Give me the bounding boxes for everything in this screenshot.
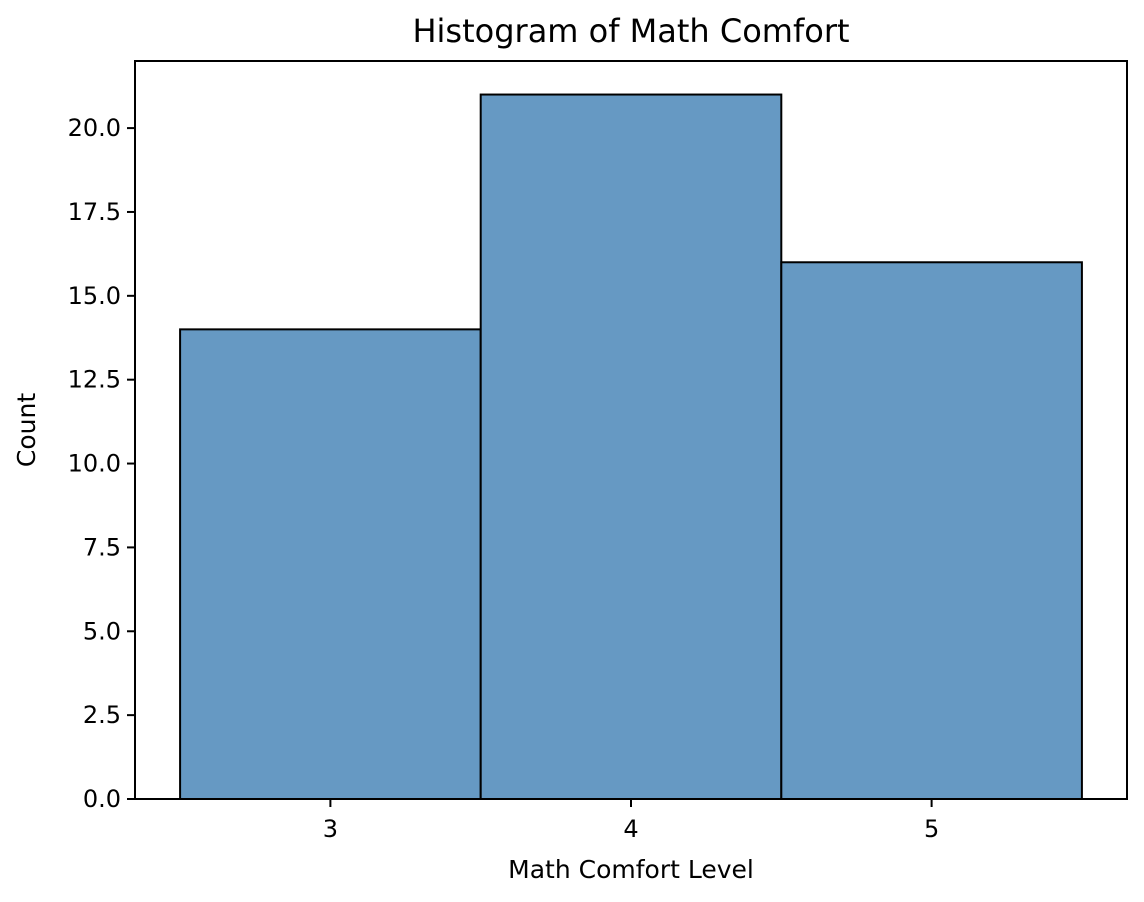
y-tick-label: 15.0 (68, 282, 121, 310)
plot-area (134, 60, 1128, 801)
x-tick-label: 3 (323, 815, 338, 843)
y-tick-label: 5.0 (83, 617, 121, 645)
y-tick-label: 17.5 (68, 198, 121, 226)
histogram-bar-3 (179, 328, 482, 800)
histogram-bar-4 (479, 93, 783, 800)
bars (179, 93, 1083, 801)
y-tick-label: 20.0 (68, 114, 121, 142)
y-tick-label: 10.0 (68, 450, 121, 478)
histogram-bar-5 (780, 261, 1083, 801)
x-axis: 3 4 5 (323, 799, 939, 843)
y-axis-label: Count (12, 393, 41, 467)
y-tick-label: 7.5 (83, 533, 121, 561)
y-tick-label: 2.5 (83, 701, 121, 729)
chart-title: Histogram of Math Comfort (412, 12, 849, 50)
y-axis: 0.0 2.5 5.0 7.5 10.0 12.5 15.0 17.5 20.0 (68, 114, 135, 813)
y-tick-label: 12.5 (68, 366, 121, 394)
x-tick-label: 5 (924, 815, 939, 843)
x-tick-label: 4 (623, 815, 638, 843)
y-tick-label: 0.0 (83, 785, 121, 813)
x-axis-label: Math Comfort Level (508, 855, 754, 884)
